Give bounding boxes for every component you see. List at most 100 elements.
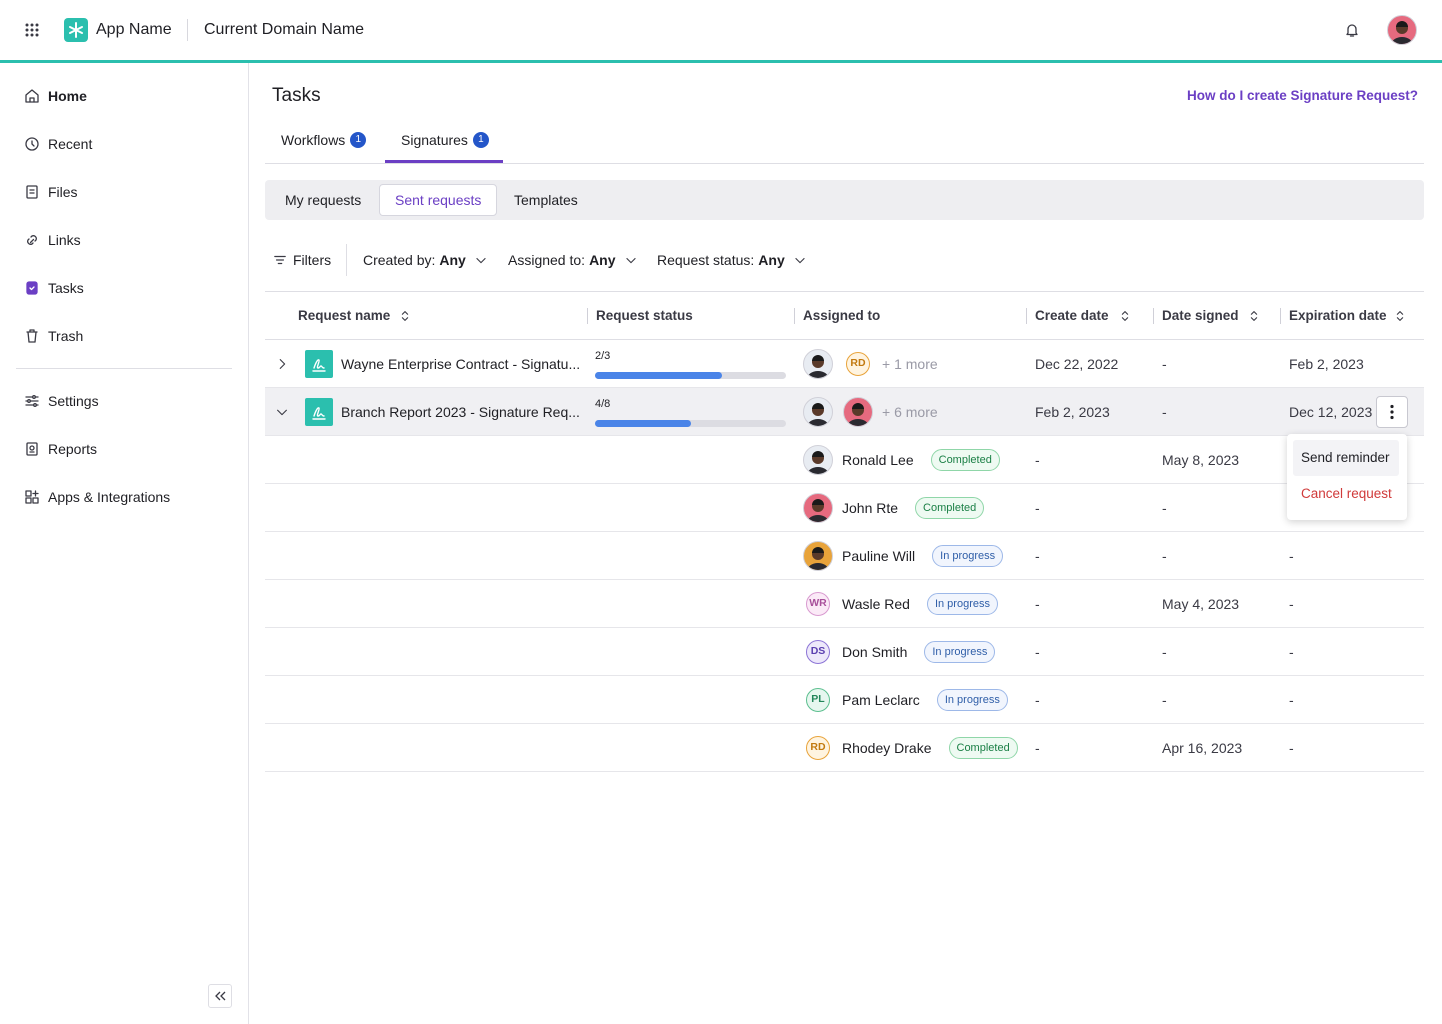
chevron[interactable] [275,357,289,371]
icon-shape [812,451,824,457]
help-link[interactable]: How do I create Signature Request? [1187,88,1419,103]
collapse-sidebar-button[interactable] [208,984,232,1008]
icon-shape [1391,37,1413,44]
icon-shape [31,140,35,147]
icon-shape [27,399,31,403]
chevron[interactable] [275,405,289,419]
icon-shape [1396,21,1408,27]
signer-name: Pauline Will [842,548,916,564]
signer: Ronald Lee Completed [842,448,1000,472]
icon-shape [25,490,32,497]
page-title: Tasks [272,85,321,106]
notifications-icon[interactable] [1344,22,1360,38]
column-header[interactable]: Date signed [1162,308,1239,323]
icon-shape [26,281,38,295]
expiration-date: Dec 12, 2023 [1289,404,1373,420]
nav-icon [24,489,40,505]
chevron [624,253,638,267]
subtab[interactable]: Templates [514,192,578,208]
nav-item[interactable]: Files [48,184,78,200]
request-name[interactable]: Branch Report 2023 - Signature Req... [341,404,580,420]
avatar [803,349,833,379]
progress-track [595,420,786,427]
apps-grid-icon[interactable] [24,22,40,38]
row-border [265,387,1424,388]
nav-item[interactable]: Home [48,88,87,104]
signer: Wasle Red In progress [842,592,998,616]
tabs-border [265,163,1424,164]
column-header: Assigned to [803,308,881,323]
icon-shape [807,467,829,474]
subtab[interactable]: My requests [285,192,362,208]
tab[interactable]: Workflows 1 [281,130,367,150]
nav-item[interactable]: Apps & Integrations [48,489,171,505]
request-name[interactable]: Wayne Enterprise Contract - Signatu... [341,356,581,372]
icon-shape [312,407,326,420]
date-signed: - [1162,692,1167,708]
filter-dropdown[interactable]: Request status: Any [657,250,807,270]
row-actions-button[interactable] [1376,396,1408,428]
icon-shape [843,397,873,427]
nav-item[interactable]: Tasks [48,280,84,296]
menu-item[interactable]: Send reminder [1301,450,1390,465]
signer-name: John Rte [842,500,899,516]
status-badge: In progress [924,641,996,663]
nav-icon [24,441,40,457]
filter-dropdown[interactable]: Created by: Any [363,250,488,270]
progress-fill [595,420,691,427]
subtab[interactable]: Sent requests [395,192,482,208]
icon-shape [794,257,805,264]
expiration-date: - [1289,692,1294,708]
filters-button[interactable]: Filters [293,252,332,268]
progress-label: 4/8 [595,398,611,410]
divider [187,19,188,41]
more-assignees: + 6 more [882,404,938,420]
filter-label: Assigned to: [508,252,586,268]
column-divider [794,308,795,324]
column-header[interactable]: Create date [1035,308,1109,323]
icon-shape [1390,404,1394,409]
avatar-initials: RD [806,736,830,760]
filter-dropdown[interactable]: Assigned to: Any [508,250,638,270]
nav-item[interactable]: Recent [48,136,93,152]
expiration-date: - [1289,644,1294,660]
icon-shape [277,409,287,416]
tab-count-badge: 1 [472,132,489,148]
avatar [803,493,833,523]
column-header[interactable]: Expiration date [1289,308,1387,323]
document-icon [305,398,333,426]
icon-shape [26,329,38,343]
icon-shape [215,991,226,1001]
icon-shape [807,403,829,426]
status-badge: In progress [926,593,998,615]
row-border [265,627,1424,628]
nav-item[interactable]: Trash [48,328,84,344]
user-avatar[interactable] [1387,15,1417,45]
table-border [265,291,1424,292]
nav-item[interactable]: Settings [48,393,99,409]
icon-shape [29,97,35,103]
menu-item[interactable]: Cancel request [1301,486,1392,501]
create-date: - [1035,644,1040,660]
column-divider [1026,308,1027,324]
icon-shape [25,23,39,37]
chevron [474,253,488,267]
nav-item[interactable]: Links [48,232,81,248]
filters-divider [346,244,347,276]
column-header[interactable]: Request name [298,308,391,323]
avatar [803,541,833,571]
icon-shape [279,359,286,369]
avatar [803,445,833,475]
icon-shape [25,89,39,103]
tab[interactable]: Signatures 1 [401,130,489,150]
icon-shape [1346,24,1358,37]
icon-shape [25,23,39,37]
icon-shape [1387,15,1417,45]
icon-shape [25,33,29,37]
status-badge: In progress [936,689,1008,711]
nav-item[interactable]: Reports [48,441,98,457]
icon-shape [1396,311,1404,321]
icon-shape [812,403,824,409]
icon-shape [401,311,409,321]
